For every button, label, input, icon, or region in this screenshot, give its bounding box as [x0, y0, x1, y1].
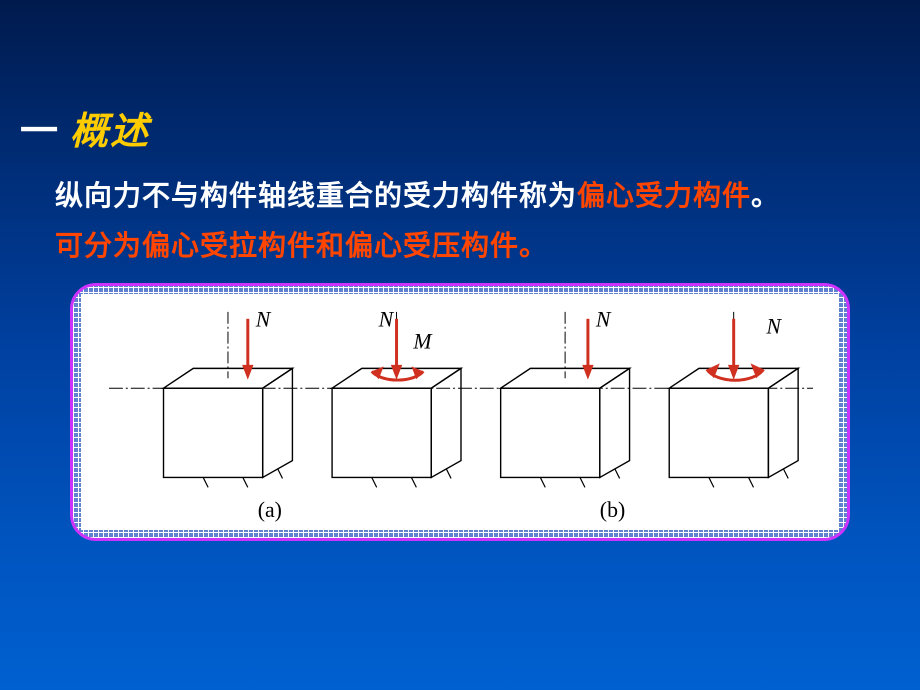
- section-heading: 一概述: [20, 100, 150, 155]
- block-4: N: [669, 312, 798, 488]
- subfig-label-b: (b): [600, 498, 625, 522]
- body-line-2: 可分为偏心受拉构件和偏心受压构件。: [55, 225, 548, 270]
- diagram-canvas: N: [81, 294, 839, 530]
- force-label-N: N: [595, 308, 612, 332]
- block-3: N: [501, 308, 630, 488]
- force-label-N: N: [255, 308, 272, 332]
- block-1: N: [164, 308, 293, 488]
- heading-title: 概述: [70, 111, 150, 153]
- diagram-frame: N: [70, 283, 850, 541]
- body-line-1: 纵向力不与构件轴线重合的受力构件称为偏心受力构件。: [55, 175, 780, 220]
- prism-icon: [164, 312, 293, 488]
- line1-part-a: 纵向力不与构件轴线重合的受力构件称为: [55, 181, 577, 212]
- diagram-svg: N: [81, 294, 839, 530]
- line1-part-c: 。: [751, 181, 780, 212]
- block-2: N M: [332, 308, 461, 488]
- force-label-N: N: [765, 315, 782, 339]
- moment-label-M: M: [412, 330, 433, 354]
- subfig-label-a: (a): [258, 498, 282, 522]
- line1-part-b: 偏心受力构件: [577, 181, 751, 212]
- force-arrow-icon: [729, 319, 739, 378]
- heading-dash: 一: [20, 111, 60, 153]
- line2-text: 可分为偏心受拉构件和偏心受压构件。: [55, 231, 548, 262]
- force-arrow-icon: [243, 319, 253, 378]
- slide: 一概述 纵向力不与构件轴线重合的受力构件称为偏心受力构件。 可分为偏心受拉构件和…: [0, 0, 920, 690]
- prism-icon: [501, 312, 630, 488]
- force-arrow-icon: [583, 319, 593, 378]
- force-label-N: N: [378, 308, 395, 332]
